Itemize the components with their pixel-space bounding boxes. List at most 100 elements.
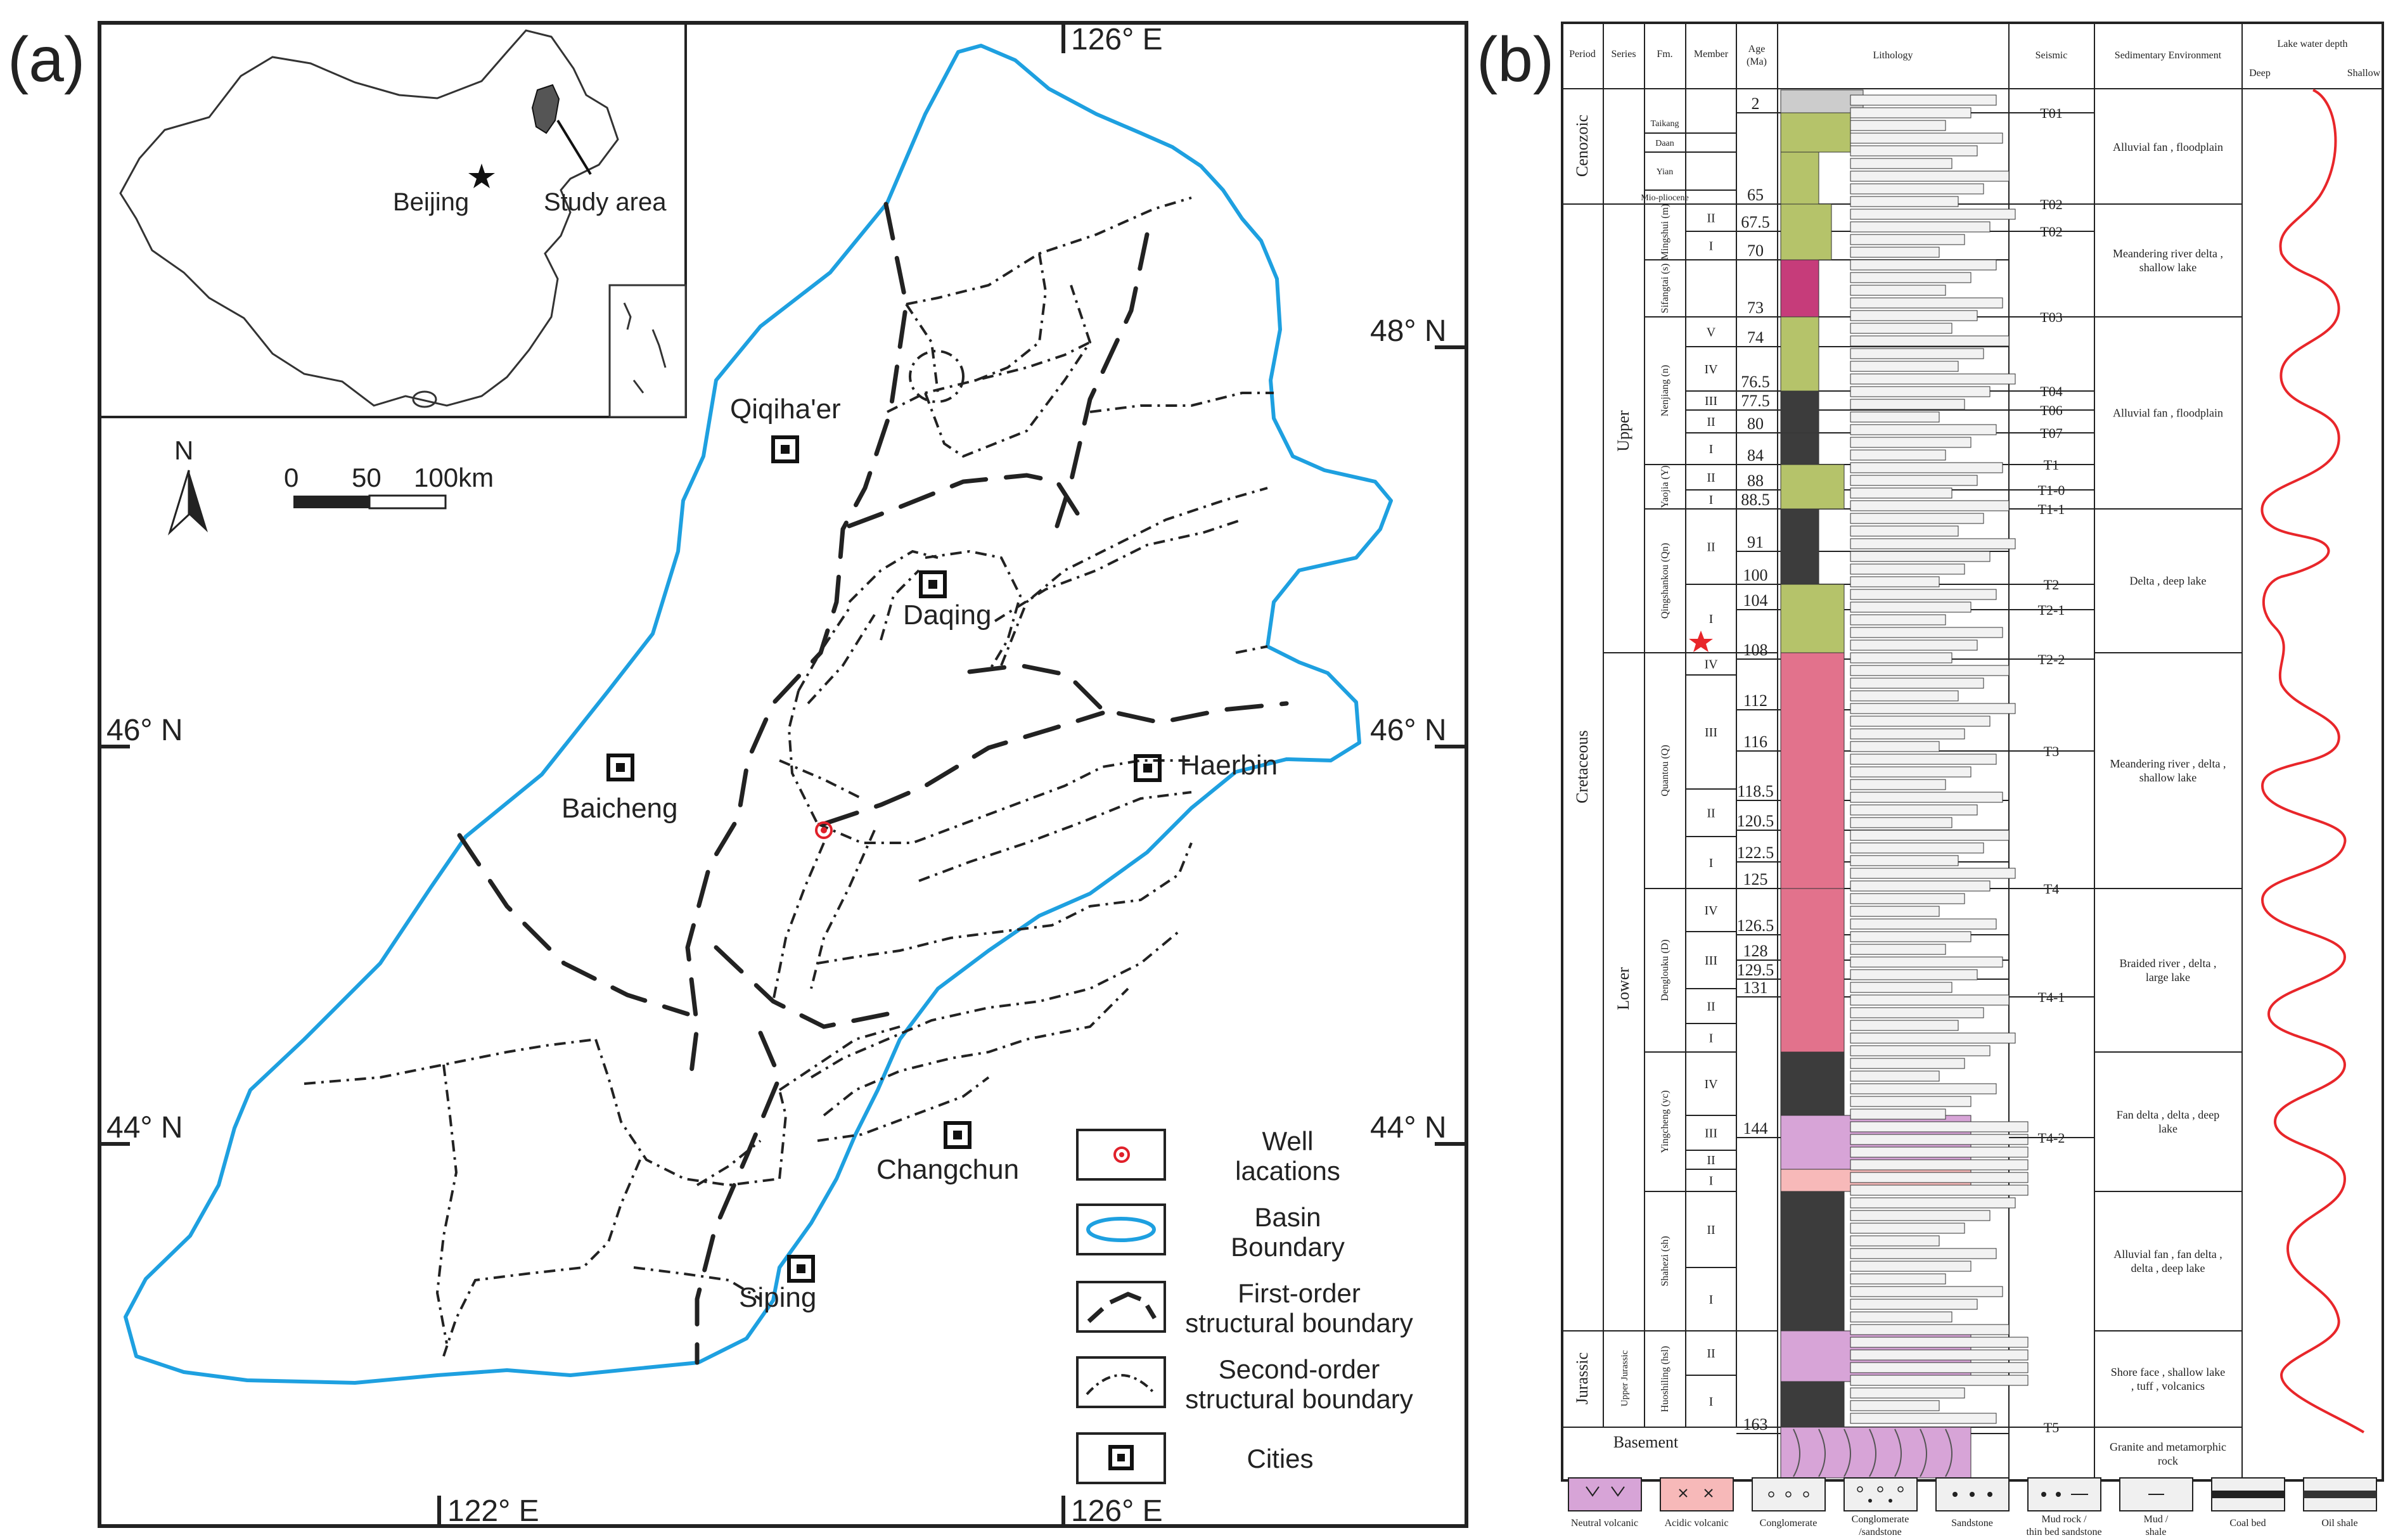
city-label-haerbin: Haerbin — [1180, 750, 1278, 781]
seismic-label: T1-0 — [2038, 482, 2065, 498]
seismic-label: T02 — [2040, 224, 2062, 240]
lon-top-label: 126° E — [1071, 23, 1163, 56]
seismic-label: T3 — [2044, 743, 2059, 759]
lithology-bed — [1780, 432, 1819, 465]
formation-label: Qingshankou (Qn) — [1660, 543, 1670, 619]
city-label-daqing: Daqing — [903, 600, 991, 631]
legend-second-line1: Second-order — [1219, 1354, 1380, 1384]
legend-first-line1: First-order — [1238, 1278, 1361, 1308]
seismic-label: T4 — [2044, 881, 2059, 897]
header-fm: Fm. — [1657, 49, 1672, 60]
age-label: 84 — [1747, 446, 1764, 465]
lon-bottom-left-label: 122° E — [447, 1494, 539, 1528]
legend-second-line2: structural boundary — [1185, 1384, 1413, 1414]
study-area-label: Study area — [544, 188, 667, 216]
formation-label: Huoshiling (hsl) — [1660, 1346, 1670, 1412]
lithology-bed — [1780, 259, 1819, 318]
panel-b-stratigraphic-column: (b) Period Series Fm. Member Age (Ma) Li… — [1477, 22, 2384, 1537]
age-label: 118.5 — [1737, 782, 1774, 800]
age-label: 74 — [1747, 328, 1764, 347]
header-age: Age — [1748, 44, 1766, 55]
member-label: I — [1709, 612, 1714, 626]
age-label: 144 — [1743, 1119, 1768, 1138]
member-label: II — [1707, 212, 1715, 226]
legend-label: Acidic volcanic — [1665, 1518, 1729, 1529]
lon-bottom-right-label: 126° E — [1071, 1494, 1163, 1528]
formation-label: Denglouku (D) — [1660, 939, 1670, 1001]
environment-label: Alluvial fan , floodplain — [2113, 407, 2223, 420]
formation-label: Yaojia (Y) — [1660, 465, 1670, 508]
lat-46-left-label: 46° N — [106, 714, 183, 747]
period-basement: Basement — [1613, 1433, 1679, 1451]
environment-label: lake — [2158, 1122, 2177, 1135]
seismic-label: T4-1 — [2038, 989, 2065, 1005]
seismic-label: T01 — [2040, 105, 2062, 121]
header-series: Series — [1611, 49, 1636, 60]
age-label: 91 — [1747, 533, 1764, 551]
environment-label: Meandering river , delta , — [2110, 757, 2226, 770]
environment-label: Granite and metamorphic — [2110, 1441, 2226, 1453]
series-upper: Upper — [1614, 410, 1632, 451]
city-siping: Siping — [739, 1255, 816, 1313]
member-label: IV — [1704, 904, 1718, 918]
age-label: 108 — [1743, 641, 1768, 659]
environment-label: delta , deep lake — [2131, 1262, 2205, 1274]
age-label: 163 — [1743, 1415, 1768, 1434]
member-label: III — [1705, 394, 1717, 408]
legend-label: Neutral volcanic — [1571, 1518, 1638, 1529]
lat-48-label: 48° N — [1370, 314, 1447, 348]
formation-label: Nenjiang (n) — [1660, 365, 1670, 416]
map-frame — [98, 21, 1468, 1528]
header-deep: Deep — [2249, 68, 2271, 79]
member-label: II — [1707, 1347, 1715, 1361]
member-label: II — [1707, 1223, 1715, 1237]
seismic-label: T1-1 — [2038, 501, 2065, 517]
study-area-shape — [531, 84, 560, 134]
member-label: I — [1709, 240, 1714, 253]
member-label: I — [1709, 1395, 1714, 1409]
panel-a-map: (a) 126° E 122° E 126° E 48° N 46° N 46°… — [8, 21, 1468, 1528]
legend-label: shale — [2146, 1527, 2167, 1537]
legend-label: /sandstone — [1859, 1527, 1902, 1537]
age-label: 131 — [1743, 979, 1768, 997]
environment-label: shallow lake — [2139, 261, 2196, 274]
age-label: 80 — [1747, 414, 1764, 433]
member-label: II — [1707, 1000, 1715, 1014]
environment-label: Alluvial fan , fan delta , — [2113, 1248, 2222, 1261]
age-label: 70 — [1747, 241, 1764, 260]
lithology-bed — [1780, 584, 1845, 653]
environment-label: Fan delta , delta , deep — [2117, 1108, 2219, 1121]
member-label: IV — [1704, 363, 1718, 376]
sample-star-icon — [1689, 631, 1713, 652]
legend-label: Conglomerate — [1852, 1514, 1909, 1525]
map-legend: Well lacations Basin Boundary First-orde… — [1076, 1126, 1413, 1484]
sedimentary-environments: Alluvial fan , floodplain Meandering rive… — [2094, 141, 2242, 1467]
lithology-bed — [1780, 888, 1845, 1053]
north-arrow: N — [167, 435, 208, 536]
age-label: 67.5 — [1741, 213, 1770, 231]
environment-label: large lake — [2146, 971, 2190, 984]
formation-label: Daan — [1655, 139, 1674, 148]
period-cenozoic: Cenozoic — [1573, 115, 1591, 177]
legend-label: Mud rock / — [2041, 1514, 2087, 1525]
lithology-bed — [1780, 1051, 1845, 1116]
formation-label: Quantou (Q) — [1660, 745, 1670, 796]
north-label: N — [174, 435, 193, 465]
lat-44-right-label: 44° N — [1370, 1111, 1447, 1145]
member-label: II — [1707, 541, 1715, 555]
age-label: 88.5 — [1741, 491, 1770, 509]
city-haerbin: Haerbin — [1134, 750, 1278, 782]
age-label: 126.5 — [1737, 916, 1774, 935]
legend-label: Mud / — [2144, 1514, 2169, 1525]
city-label-changchun: Changchun — [876, 1154, 1019, 1185]
scale-bar: 0 50 100km — [284, 463, 494, 510]
header-age-unit: (Ma) — [1747, 56, 1767, 67]
environment-label: Delta , deep lake — [2130, 575, 2207, 587]
city-baicheng: Baicheng — [561, 754, 677, 824]
member-label: I — [1709, 1032, 1714, 1046]
legend-label: Coal bed — [2229, 1518, 2266, 1529]
legend-label: Oil shale — [2321, 1518, 2357, 1529]
cities: Qiqiha'er Daqing Baicheng Haerbin Changc… — [561, 394, 1278, 1313]
